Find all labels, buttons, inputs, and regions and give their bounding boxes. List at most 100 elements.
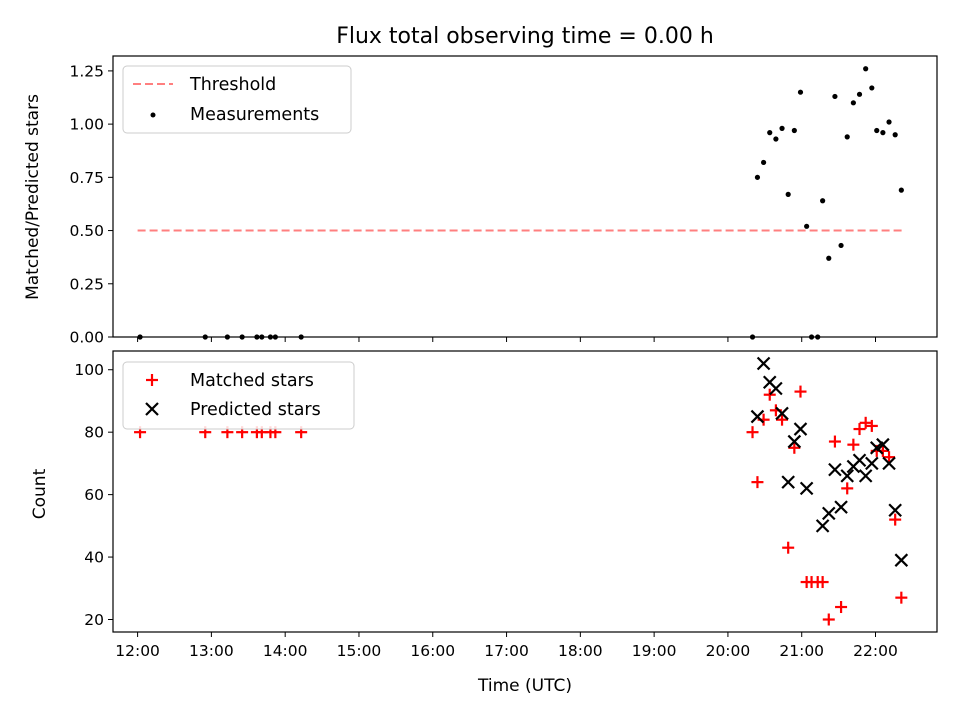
measurements-legend-label: Measurements <box>190 105 319 125</box>
matched-stars-legend-swatch <box>146 374 158 386</box>
matched-stars-point <box>889 513 902 526</box>
measurement-point <box>838 242 844 249</box>
matched-stars-point <box>859 416 872 429</box>
predicted-stars-point <box>894 553 909 567</box>
y-tick-label: 1.25 <box>69 62 104 80</box>
predicted-stars-point <box>834 500 848 514</box>
bottom-x-axis-label: Time (UTC) <box>477 676 572 696</box>
matched-stars-point <box>751 476 764 489</box>
predicted-stars-point <box>876 437 890 452</box>
predicted-stars-legend-label: Predicted stars <box>190 400 321 420</box>
predicted-stars-point <box>821 506 836 521</box>
measurement-point <box>820 198 826 204</box>
x-tick-label: 19:00 <box>632 642 677 660</box>
predicted-stars-point <box>882 456 896 471</box>
measurement-point <box>791 127 797 134</box>
measurement-point <box>760 159 767 166</box>
predicted-stars-point <box>756 356 771 371</box>
predicted-stars-point <box>775 406 789 421</box>
predicted-stars-point <box>750 409 765 424</box>
matched-stars-legend-label: Matched stars <box>190 371 314 391</box>
matched-stars-point <box>865 419 878 432</box>
y-tick-label: 20 <box>84 611 104 629</box>
measurement-point <box>863 66 869 72</box>
predicted-stars-point <box>781 475 795 489</box>
matched-stars-point <box>782 541 795 554</box>
matched-stars-point <box>788 441 801 454</box>
measurement-point <box>856 91 863 97</box>
matched-stars-point <box>822 613 835 626</box>
measurement-point <box>767 130 773 136</box>
bottom-y-ticks: 20 40 60 80 100 <box>74 361 113 629</box>
predicted-stars-point <box>787 434 802 449</box>
top-y-axis-label: Matched/Predicted stars <box>23 94 43 300</box>
y-tick-label: 0.75 <box>69 169 104 187</box>
y-tick-label: 1.00 <box>69 116 104 134</box>
x-tick-label: 22:00 <box>853 642 898 660</box>
x-tick-label: 16:00 <box>410 642 455 660</box>
x-tick-label: 13:00 <box>189 642 234 660</box>
x-tick-label: 14:00 <box>263 642 308 660</box>
measurement-point <box>844 134 850 140</box>
x-tick-label: 12:00 <box>115 642 160 660</box>
bottom-x-ticks: 12:00 13:00 14:00 15:00 16:00 17:00 18:00 19:00… <box>115 632 898 660</box>
x-tick-label: 21:00 <box>779 642 824 660</box>
matched-stars-point <box>883 451 896 464</box>
top-plot-frame <box>112 55 938 338</box>
bottom-panel: 12:00 13:00 14:00 15:00 16:00 17:00 18:00 19:00… <box>30 350 938 696</box>
measurement-point <box>880 130 886 136</box>
predicted-stars-point <box>828 462 842 477</box>
chart-title: Flux total observing time = 0.00 h <box>336 24 714 49</box>
measurement-point <box>773 136 779 142</box>
bottom-y-axis-label: Count <box>30 468 50 519</box>
predicted-stars-point <box>858 469 873 483</box>
matched-stars-point <box>794 385 807 398</box>
measurement-point <box>785 191 791 197</box>
matched-stars-point <box>895 591 908 604</box>
measurement-point <box>850 100 856 106</box>
predicted-stars-point <box>815 519 830 533</box>
predicted-stars-point <box>888 503 902 518</box>
predicted-stars-point <box>769 381 783 396</box>
predicted-stars-point <box>852 453 867 468</box>
x-tick-label: 17:00 <box>484 642 529 660</box>
matched-stars-point <box>828 435 841 448</box>
matched-stars-point <box>763 388 776 401</box>
top-panel: 0.00 0.25 0.50 0.75 1.00 1.25 Matched/Predict… <box>23 55 938 347</box>
predicted-stars-point <box>793 422 808 436</box>
measurements-legend-swatch <box>150 112 156 118</box>
y-tick-label: 0.00 <box>69 329 104 347</box>
matched-stars-point <box>853 423 866 436</box>
threshold-legend-label: Threshold <box>189 75 276 95</box>
matched-stars-point <box>746 426 759 439</box>
x-tick-label: 15:00 <box>337 642 382 660</box>
measurement-point <box>779 125 785 131</box>
predicted-stars-point <box>840 469 854 483</box>
measurement-point <box>886 119 892 125</box>
y-tick-label: 40 <box>84 549 104 567</box>
x-tick-label: 18:00 <box>558 642 603 660</box>
measurement-point <box>892 132 898 138</box>
y-tick-label: 0.50 <box>69 222 104 240</box>
measurement-point <box>804 223 810 229</box>
measurement-point <box>826 255 832 261</box>
matched-stars-point <box>841 482 854 495</box>
measurement-point <box>874 127 880 134</box>
bottom-plot-marks <box>134 356 909 626</box>
measurement-point <box>754 174 761 180</box>
matched-stars-point <box>835 601 848 614</box>
matched-stars-point <box>847 438 860 451</box>
matched-stars-point <box>816 576 829 589</box>
top-legend-box <box>122 65 352 134</box>
measurement-point <box>832 93 838 100</box>
y-tick-label: 0.25 <box>69 275 104 293</box>
measurement-point <box>797 89 804 95</box>
predicted-stars-point <box>799 481 814 496</box>
bottom-plot-frame <box>112 350 938 633</box>
top-legend: Threshold Measurements <box>122 65 352 134</box>
y-tick-label: 80 <box>84 424 104 442</box>
x-tick-label: 20:00 <box>706 642 751 660</box>
y-tick-label: 100 <box>74 361 104 379</box>
top-y-ticks: 0.00 0.25 0.50 0.75 1.00 1.25 <box>69 62 113 347</box>
